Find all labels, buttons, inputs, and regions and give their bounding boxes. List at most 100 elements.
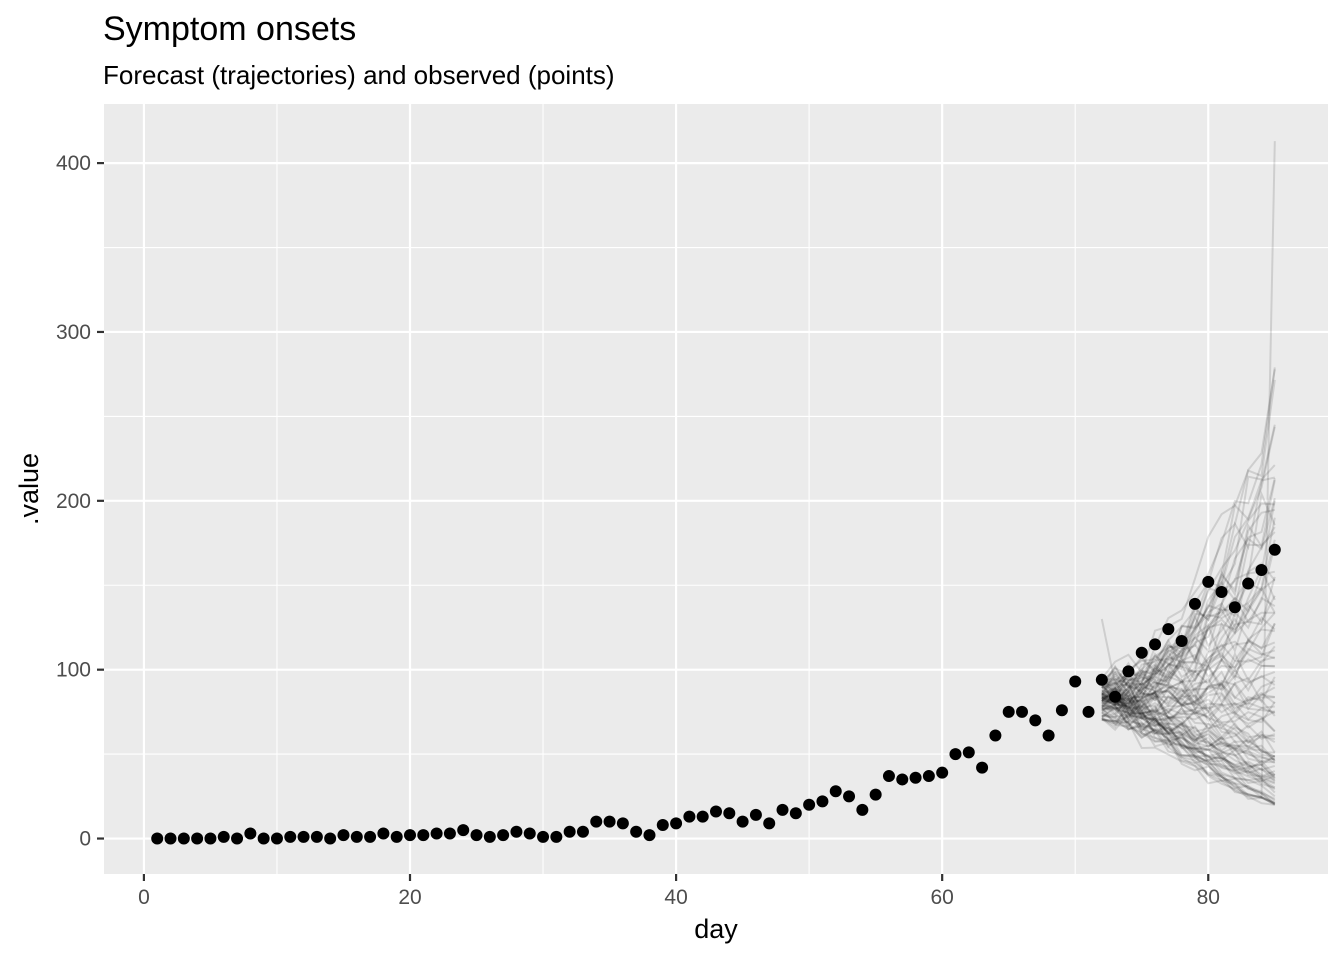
forecast-trajectory: [1101, 616, 1276, 717]
forecast-trajectory: [1101, 695, 1275, 806]
forecast-trajectory: [1101, 623, 1276, 725]
observed-point: [656, 819, 669, 832]
observed-point: [350, 830, 363, 843]
forecast-trajectory: [1101, 689, 1275, 763]
forecast-trajectory: [1101, 688, 1276, 804]
observed-point: [696, 810, 709, 823]
forecast-trajectory: [1101, 685, 1276, 806]
observed-point: [284, 830, 297, 843]
observed-point: [417, 829, 430, 842]
observed-point: [550, 830, 563, 843]
observed-point: [936, 766, 949, 779]
forecast-trajectory: [1101, 693, 1276, 764]
observed-point: [1149, 638, 1162, 651]
forecast-trajectory: [1101, 477, 1276, 711]
forecast-trajectory: [1101, 670, 1276, 707]
plot-panel: [104, 104, 1328, 874]
observed-point: [603, 815, 616, 828]
observed-point: [803, 798, 816, 811]
forecast-trajectory: [1101, 680, 1276, 762]
observed-point: [763, 817, 776, 830]
observed-point: [1029, 714, 1042, 727]
forecast-trajectory: [1101, 367, 1276, 699]
observed-point: [1082, 705, 1095, 718]
observed-point: [590, 815, 603, 828]
forecast-trajectory: [1101, 596, 1276, 683]
x-tick-label: 40: [664, 886, 687, 909]
observed-point: [789, 807, 802, 820]
chart-title: Symptom onsets: [103, 10, 356, 48]
observed-point: [683, 810, 696, 823]
forecast-trajectory: [1101, 704, 1276, 778]
observed-point: [297, 830, 310, 843]
observed-point: [630, 825, 643, 838]
forecast-trajectory: [1101, 715, 1275, 754]
observed-point: [1069, 675, 1082, 688]
x-tick-label: 80: [1197, 886, 1220, 909]
observed-point: [1095, 673, 1108, 686]
observed-point: [1268, 543, 1281, 556]
observed-point: [909, 771, 922, 784]
forecast-trajectory: [1100, 680, 1276, 789]
observed-point: [257, 832, 270, 845]
observed-point: [1255, 564, 1268, 577]
forecast-trajectory: [1101, 708, 1276, 732]
observed-point: [670, 817, 683, 830]
observed-point: [563, 825, 576, 838]
forecast-trajectory: [1101, 681, 1275, 721]
observed-point: [1215, 586, 1228, 599]
observed-points: [151, 543, 1281, 845]
observed-point: [843, 790, 856, 803]
forecast-trajectory: [1101, 696, 1276, 771]
observed-point: [1109, 690, 1122, 703]
forecast-trajectory: [1100, 682, 1276, 800]
forecast-trajectory: [1101, 684, 1276, 802]
forecast-trajectory: [1101, 678, 1276, 791]
forecast-trajectory: [1101, 638, 1276, 729]
y-tick-label: 0: [79, 828, 91, 851]
observed-point: [922, 770, 935, 783]
forecast-trajectory: [1100, 480, 1276, 689]
observed-point: [1175, 634, 1188, 647]
observed-point: [1002, 705, 1015, 718]
forecast-trajectory: [1101, 379, 1276, 680]
forecast-trajectory: [1101, 686, 1276, 789]
forecast-trajectory: [1101, 719, 1276, 758]
observed-point: [989, 729, 1002, 742]
forecast-trajectory: [1101, 687, 1276, 749]
forecast-trajectory: [1101, 696, 1276, 794]
observed-point: [869, 788, 882, 801]
observed-point: [470, 829, 483, 842]
observed-point: [270, 832, 283, 845]
forecast-trajectory: [1101, 715, 1276, 741]
observed-point: [191, 832, 204, 845]
observed-point: [616, 817, 629, 830]
forecast-trajectory: [1101, 704, 1275, 745]
observed-point: [723, 807, 736, 820]
observed-point: [1122, 665, 1135, 678]
forecast-trajectory: [1101, 681, 1276, 780]
forecast-trajectory: [1101, 586, 1276, 707]
forecast-trajectory: [1101, 697, 1276, 805]
y-tick-label: 400: [56, 152, 91, 175]
observed-point: [204, 832, 217, 845]
observed-point: [510, 825, 523, 838]
observed-point: [151, 832, 164, 845]
forecast-trajectory: [1100, 476, 1276, 697]
forecast-trajectory: [1101, 578, 1276, 689]
forecast-trajectory: [1101, 576, 1276, 720]
forecast-trajectory: [1101, 676, 1276, 708]
observed-point: [404, 829, 416, 842]
forecast-trajectory: [1101, 369, 1276, 720]
observed-point: [1162, 623, 1175, 636]
observed-point: [377, 827, 390, 840]
forecast-trajectory: [1101, 682, 1276, 732]
forecast-trajectory: [1101, 679, 1276, 713]
forecast-trajectory: [1101, 704, 1275, 761]
forecast-trajectory: [1101, 692, 1276, 779]
forecast-trajectory: [1101, 508, 1276, 705]
forecast-trajectory: [1101, 692, 1275, 758]
observed-point: [1202, 575, 1215, 588]
observed-point: [1242, 577, 1255, 590]
forecast-trajectory: [1101, 664, 1276, 700]
